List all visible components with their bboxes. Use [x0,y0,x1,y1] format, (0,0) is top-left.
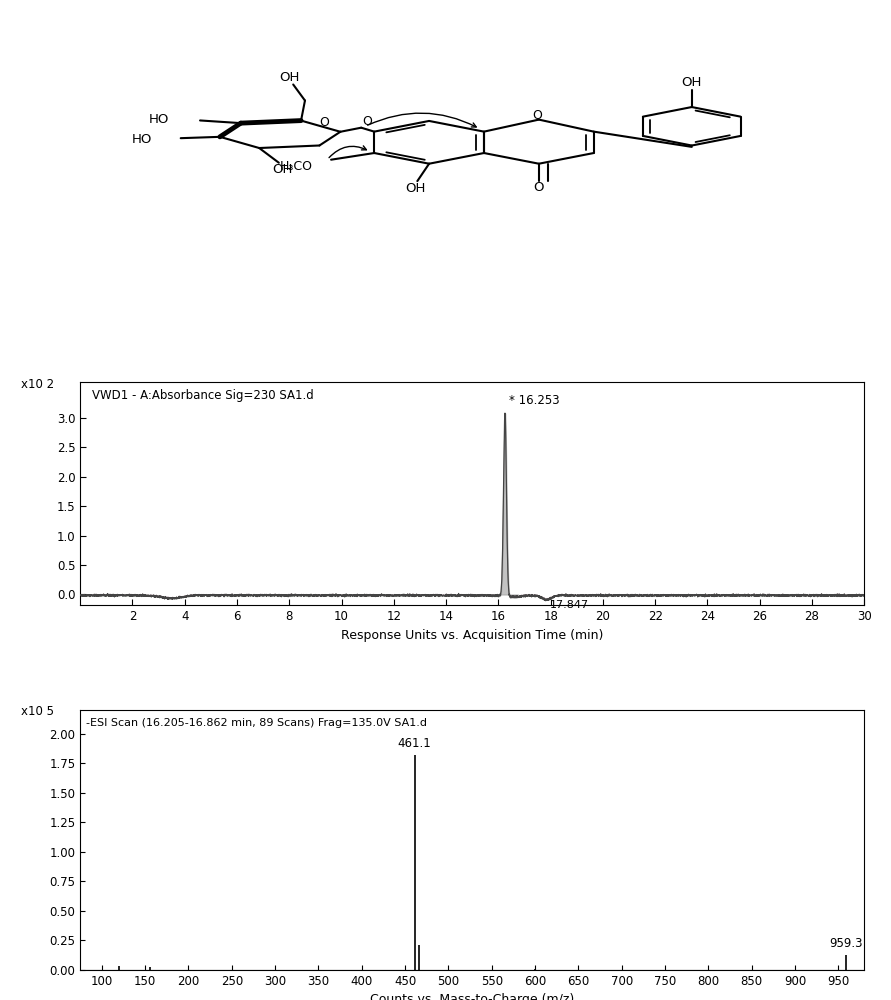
X-axis label: Counts vs. Mass-to-Charge (m/z): Counts vs. Mass-to-Charge (m/z) [370,993,575,1000]
Text: 17.847: 17.847 [550,600,588,610]
Text: * 16.253: * 16.253 [509,394,560,407]
Text: OH: OH [405,182,426,195]
Text: HO: HO [148,113,168,126]
Text: -ESI Scan (16.205-16.862 min, 89 Scans) Frag=135.0V SA1.d: -ESI Scan (16.205-16.862 min, 89 Scans) … [86,718,428,728]
Text: OH: OH [279,71,299,84]
FancyArrowPatch shape [329,146,366,158]
Text: O: O [532,109,543,122]
Text: VWD1 - A:Absorbance Sig=230 SA1.d: VWD1 - A:Absorbance Sig=230 SA1.d [92,389,314,402]
Text: HO: HO [131,133,151,146]
Text: O: O [320,116,330,129]
X-axis label: Response Units vs. Acquisition Time (min): Response Units vs. Acquisition Time (min… [341,629,603,642]
FancyArrowPatch shape [368,113,476,127]
Text: H₃CO: H₃CO [279,160,313,173]
Text: x10 2: x10 2 [21,378,54,391]
Text: OH: OH [682,76,702,89]
Text: O: O [534,181,544,194]
Text: x10 5: x10 5 [21,705,54,718]
Text: O: O [363,115,372,128]
Text: 461.1: 461.1 [397,737,431,750]
Text: OH: OH [273,163,293,176]
Text: 959.3: 959.3 [830,937,863,950]
